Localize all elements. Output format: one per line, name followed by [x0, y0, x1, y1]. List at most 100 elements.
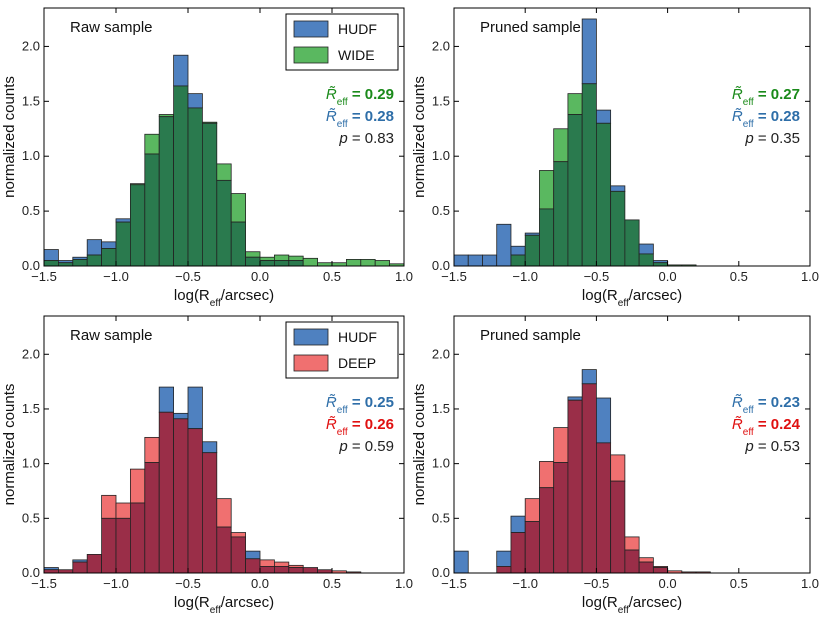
x-tick-label: −1.5: [441, 576, 467, 591]
bar-overlap-6: [129, 502, 146, 574]
bar-deep-7: [553, 427, 569, 463]
stat-annotation: R̃eff = 0.28: [326, 108, 394, 130]
bar-overlap-18: [302, 567, 319, 574]
bar-overlap-8: [567, 399, 583, 574]
legend-label-hudf: HUDF: [338, 329, 377, 345]
bar-hudf-11: [610, 185, 626, 192]
bar-overlap-17: [288, 567, 304, 574]
bar-overlap-11: [201, 452, 218, 574]
x-axis-label: log(Reff/arcsec): [582, 287, 682, 309]
bar-deep-11: [610, 454, 626, 482]
bar-hudf-10: [596, 109, 612, 124]
bar-overlap-3: [496, 566, 512, 574]
plot-frame: [43, 7, 405, 267]
bar-overlap-8: [567, 114, 583, 267]
bar-overlap-7: [144, 153, 160, 267]
legend-swatch-hudf: [293, 328, 329, 346]
bar-overlap-6: [129, 184, 146, 267]
bar-overlap-7: [553, 462, 569, 574]
y-tick-label: 2.0: [22, 38, 40, 53]
bar-hudf-2: [482, 254, 498, 267]
bar-overlap-13: [230, 221, 246, 267]
bar-hudf-3: [496, 223, 512, 267]
bar-wide-18: [302, 257, 319, 267]
bar-hudf-10: [596, 397, 612, 444]
bar-overlap-11: [201, 122, 218, 267]
bar-wide-21: [345, 259, 362, 267]
x-axis-label: log(Reff/arcsec): [174, 594, 274, 616]
bar-hudf-0: [453, 254, 469, 267]
bar-hudf-1: [467, 254, 483, 267]
legend-swatch-wide: [293, 46, 329, 64]
bar-deep-13: [638, 557, 654, 563]
bar-overlap-2: [72, 561, 88, 574]
bar-deep-5: [115, 502, 131, 519]
bar-hudf-10: [187, 386, 203, 430]
stat-annotation: R̃eff = 0.27: [732, 86, 800, 108]
bar-overlap-11: [610, 480, 626, 574]
bar-overlap-9: [581, 383, 597, 574]
bar-wide-6: [539, 170, 555, 210]
bar-overlap-12: [216, 179, 232, 267]
legend-label-wide: WIDE: [338, 47, 375, 63]
x-tick-label: 0.0: [659, 269, 677, 284]
bar-overlap-9: [173, 85, 189, 267]
bar-hudf-11: [201, 441, 218, 454]
bar-wide-7: [144, 133, 160, 155]
legend-swatch-hudf: [293, 20, 329, 38]
bar-wide-12: [216, 163, 232, 181]
y-tick-label: 0.5: [432, 203, 450, 218]
bar-hudf-0: [43, 249, 59, 261]
bar-overlap-14: [245, 256, 261, 267]
x-tick-label: 0.5: [730, 269, 748, 284]
bar-overlap-9: [173, 418, 189, 574]
bar-overlap-5: [524, 234, 540, 267]
bar-overlap-13: [638, 561, 654, 574]
bar-wide-14: [245, 251, 261, 258]
bar-overlap-3: [86, 554, 102, 574]
bar-deep-12: [216, 498, 232, 528]
y-tick-label: 1.0: [22, 456, 40, 471]
x-tick-label: 1.0: [801, 269, 819, 284]
bar-wide-23: [374, 260, 391, 267]
bar-wide-13: [230, 193, 246, 223]
bar-overlap-10: [187, 428, 203, 574]
bar-overlap-4: [510, 532, 526, 574]
bar-hudf-14: [245, 550, 261, 560]
bar-overlap-4: [510, 254, 526, 267]
plot-frame: [43, 315, 405, 574]
x-tick-label: 0.5: [730, 576, 748, 591]
legend-label-deep: DEEP: [338, 355, 376, 371]
bar-deep-6: [539, 461, 555, 489]
bar-hudf-0: [453, 550, 469, 574]
bar-overlap-12: [216, 526, 232, 574]
panel-3: −1.5 −1.0 −0.5 0.0 0.5 1.0 0.0 0.5 1.0 1.5 2.0 log(…: [1, 315, 413, 616]
panel-1: −1.5 −1.0 −0.5 0.0 0.5 1.0 0.0 0.5 1.0 1.5 2.0 log(…: [1, 7, 413, 309]
y-axis-label: normalized counts: [411, 384, 428, 506]
bar-overlap-10: [187, 107, 203, 267]
bar-overlap-10: [596, 442, 612, 574]
bar-hudf-9: [581, 369, 597, 385]
bar-wide-16: [273, 254, 290, 261]
x-tick-label: 1.0: [801, 576, 819, 591]
panel-title: Pruned sample: [480, 19, 581, 36]
bar-hudf-3: [86, 239, 102, 256]
y-tick-label: 0.0: [22, 258, 40, 273]
x-tick-label: −0.5: [175, 576, 201, 591]
bar-overlap-5: [115, 517, 131, 574]
bar-hudf-9: [173, 54, 189, 87]
bar-overlap-17: [288, 260, 304, 267]
bar-overlap-0: [43, 260, 59, 267]
y-tick-label: 0.5: [432, 510, 450, 525]
bar-hudf-8: [567, 396, 583, 401]
stat-annotation: R̃eff = 0.23: [732, 394, 800, 416]
bar-overlap-11: [610, 190, 626, 267]
bar-overlap-7: [144, 462, 160, 574]
x-tick-label: 0.0: [251, 269, 269, 284]
y-tick-label: 2.0: [432, 38, 450, 53]
bar-hudf-4: [510, 515, 526, 533]
bar-overlap-16: [273, 260, 290, 267]
x-tick-label: 0.5: [323, 269, 341, 284]
x-tick-label: −1.0: [512, 576, 538, 591]
